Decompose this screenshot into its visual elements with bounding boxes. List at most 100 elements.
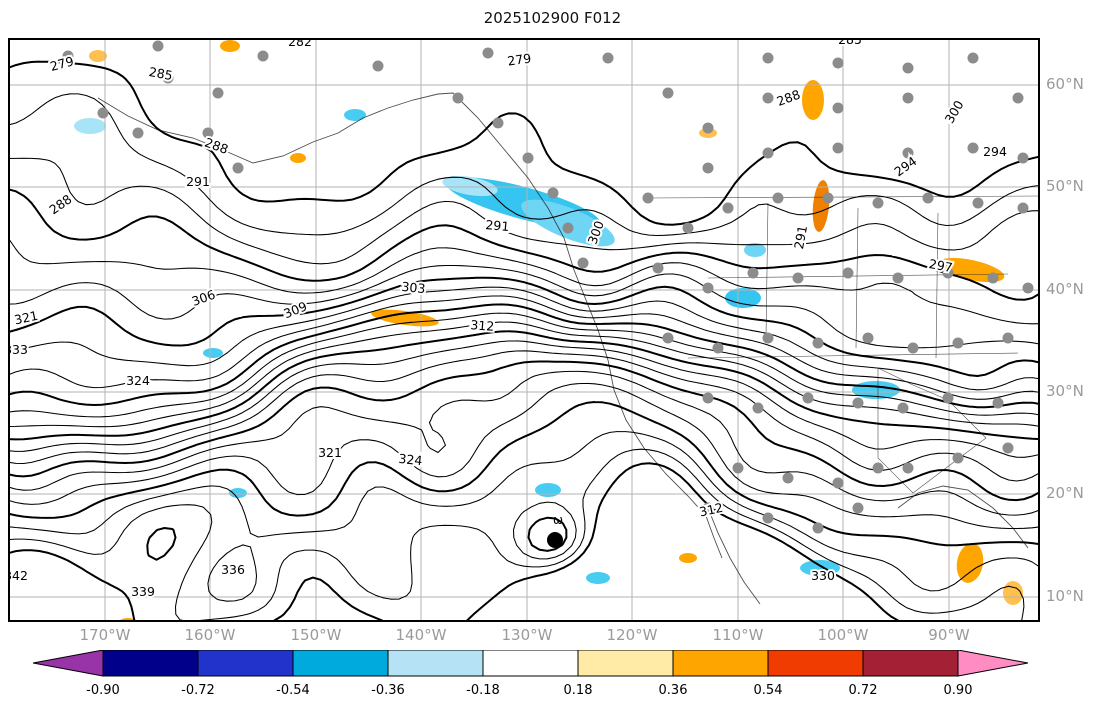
station-dot xyxy=(577,257,589,269)
basemap-line xyxy=(647,195,1040,199)
station-dot xyxy=(1022,282,1034,294)
shading-patch xyxy=(937,257,1005,283)
colorbar-segment xyxy=(197,650,294,677)
station-dot xyxy=(897,402,909,414)
station-dot xyxy=(702,502,714,514)
station-dot xyxy=(372,60,384,72)
y-tick-label: 60°N xyxy=(1046,75,1084,93)
station-dot xyxy=(972,197,984,209)
station-dot xyxy=(212,87,224,99)
x-tick-label: 170°W xyxy=(79,626,131,644)
contour-label: 312 xyxy=(698,500,724,520)
station-dot xyxy=(762,52,774,64)
station-dot xyxy=(1017,152,1029,164)
station-dot xyxy=(902,92,914,104)
colorbar-segment xyxy=(767,650,864,677)
station-dot xyxy=(62,50,74,62)
contour-label: 294 xyxy=(983,144,1007,159)
station-dot xyxy=(952,337,964,349)
station-dot xyxy=(902,462,914,474)
colorbar-tick-label: 0.36 xyxy=(658,683,688,698)
station-dot xyxy=(772,192,784,204)
shading-patch xyxy=(229,488,247,498)
station-dot xyxy=(562,222,574,234)
contour-label: 291 xyxy=(186,174,210,189)
colorbar-tick-label: -0.90 xyxy=(86,683,120,698)
chart-title: 2025102900 F012 xyxy=(483,9,622,27)
station-dot xyxy=(762,92,774,104)
station-dot xyxy=(602,52,614,64)
colorbar-tick-label: 0.18 xyxy=(563,683,593,698)
x-tick-label: 100°W xyxy=(817,626,869,644)
station-dot xyxy=(722,202,734,214)
shading-patch xyxy=(220,40,240,52)
x-tick-label: 150°W xyxy=(290,626,342,644)
colorbar-right-arrow xyxy=(957,650,1028,677)
station-dot xyxy=(762,332,774,344)
contour-label: 282 xyxy=(288,38,312,49)
y-tick-label: 20°N xyxy=(1046,484,1084,502)
y-tick-label: 50°N xyxy=(1046,177,1084,195)
colorbar-tick-label: -0.54 xyxy=(276,683,310,698)
contour-label: 336 xyxy=(221,562,245,577)
station-dot xyxy=(832,142,844,154)
station-dot xyxy=(712,342,724,354)
station-dot xyxy=(97,107,109,119)
contour-label: 321 xyxy=(318,445,342,460)
station-dot xyxy=(662,332,674,344)
colorbar-tick-label: -0.72 xyxy=(181,683,215,698)
colorbar-tick-label: -0.36 xyxy=(371,683,405,698)
station-dot xyxy=(702,122,714,134)
station-dot xyxy=(1012,92,1024,104)
shading-patch xyxy=(679,553,697,563)
plot-border xyxy=(8,38,1040,622)
station-dot xyxy=(842,267,854,279)
station-dot xyxy=(852,397,864,409)
y-tick-label: 40°N xyxy=(1046,280,1084,298)
basemap-line xyxy=(707,273,1009,279)
contour-lines-thin xyxy=(8,93,1040,622)
basemap-line xyxy=(855,207,859,349)
x-tick-label: 120°W xyxy=(606,626,658,644)
station-dot xyxy=(872,197,884,209)
colorbar-segment xyxy=(862,650,959,677)
station-dot xyxy=(832,57,844,69)
contour-label: 297 xyxy=(928,256,954,275)
contour-label: 339 xyxy=(131,584,155,599)
station-dot xyxy=(832,477,844,489)
basemap-line xyxy=(765,202,769,339)
station-dot xyxy=(682,222,694,234)
contour-label: 324 xyxy=(398,451,423,468)
station-dot xyxy=(747,267,759,279)
station-dot xyxy=(922,192,934,204)
contour-label: 288 xyxy=(46,191,74,217)
x-tick-label: 160°W xyxy=(184,626,236,644)
contour-label: 312 xyxy=(470,317,495,334)
y-tick-label: 30°N xyxy=(1046,382,1084,400)
station-dot xyxy=(967,52,979,64)
contour-label: 291 xyxy=(791,224,810,250)
shading-patch xyxy=(442,175,498,197)
contour-lines-thick xyxy=(8,60,1040,622)
colorbar xyxy=(33,650,1028,677)
contour-label: 330 xyxy=(811,568,835,583)
station-dot xyxy=(162,72,174,84)
shading-patch xyxy=(344,109,366,121)
colorbar-segment xyxy=(577,650,674,677)
shading-patch xyxy=(802,80,824,120)
contour-label: 324 xyxy=(126,373,150,388)
station-dot xyxy=(202,127,214,139)
station-dot xyxy=(902,62,914,74)
colorbar-segment xyxy=(387,650,484,677)
station-dot xyxy=(522,152,534,164)
colorbar-tick-label: 0.72 xyxy=(848,683,878,698)
station-dot xyxy=(822,192,834,204)
contour-label: 300 xyxy=(942,98,967,126)
x-tick-label: 90°W xyxy=(928,626,970,644)
station-dot xyxy=(907,342,919,354)
shading-patch xyxy=(586,572,610,584)
shading-patch xyxy=(956,543,984,583)
cyclone-symbol: ω xyxy=(553,513,563,527)
station-dot xyxy=(942,392,954,404)
station-dot xyxy=(257,50,269,62)
